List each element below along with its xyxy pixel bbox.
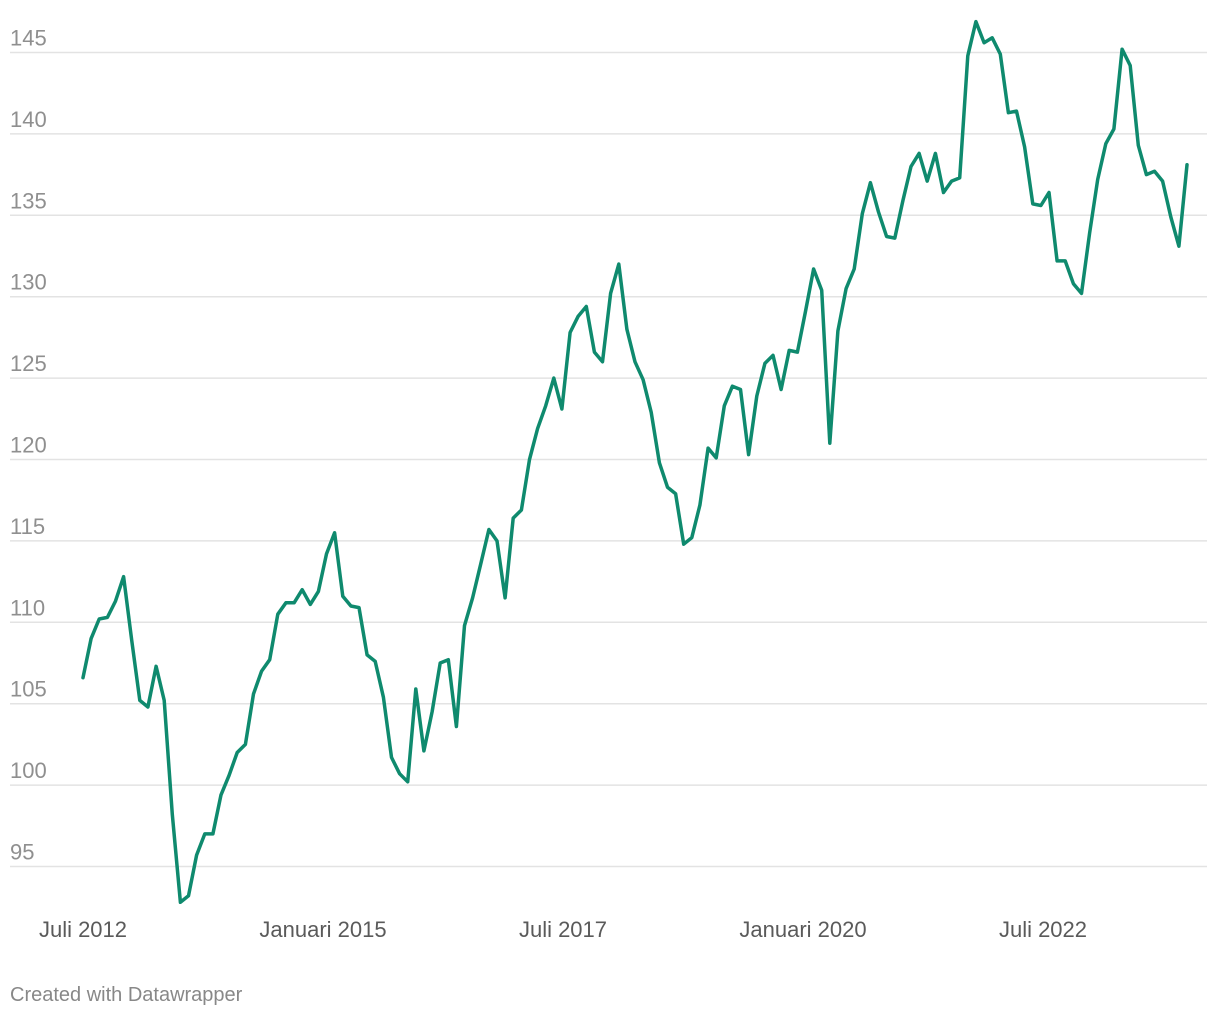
- x-tick-label: Juli 2022: [999, 917, 1087, 942]
- y-tick-label: 95: [10, 840, 34, 865]
- x-tick-label: Juli 2017: [519, 917, 607, 942]
- x-tick-label: Januari 2015: [259, 917, 386, 942]
- y-tick-label: 130: [10, 270, 47, 295]
- credit-text: Created with Datawrapper: [10, 984, 243, 1006]
- x-tick-label: Januari 2020: [739, 917, 866, 942]
- y-tick-label: 115: [10, 514, 45, 539]
- y-tick-label: 110: [10, 595, 45, 620]
- x-tick-label: Juli 2012: [39, 917, 127, 942]
- y-tick-label: 125: [10, 351, 47, 376]
- y-tick-label: 100: [10, 758, 47, 783]
- series-group: [81, 19, 1189, 905]
- y-tick-label: 140: [10, 107, 47, 132]
- line-chart: 95 100 105 110 115 120 125 130 135 140 145 Juli 20…: [10, 19, 1207, 942]
- y-tick-label: 120: [10, 433, 47, 458]
- y-tick-label: 145: [10, 26, 47, 51]
- gridlines: [10, 51, 1207, 868]
- x-axis: Juli 2012 Januari 2015 Juli 2017 Januari 20…: [39, 917, 1087, 942]
- series-line-0: [81, 19, 1189, 905]
- y-tick-label: 135: [10, 188, 47, 213]
- y-axis: 95 100 105 110 115 120 125 130 135 140 145: [10, 26, 47, 865]
- y-tick-label: 105: [10, 677, 47, 702]
